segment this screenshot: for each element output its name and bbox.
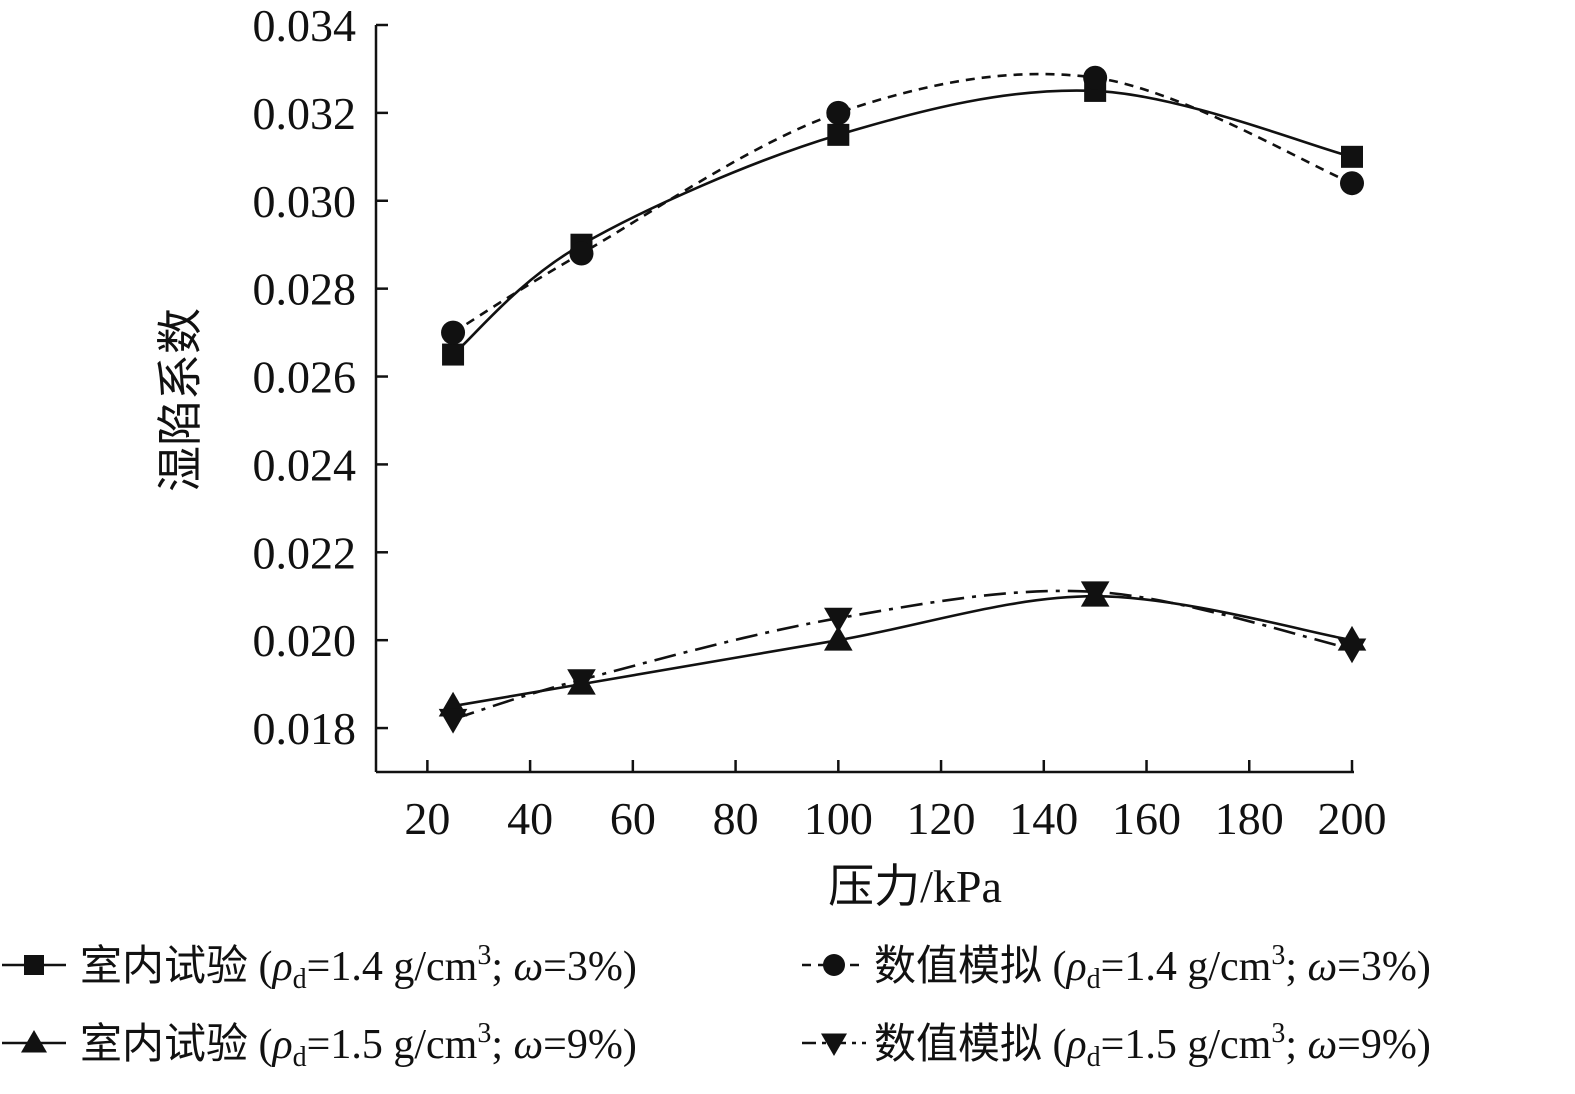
data-point-s3-3 bbox=[824, 625, 853, 651]
x-tick-label: 180 bbox=[1215, 793, 1284, 844]
x-tick-label: 140 bbox=[1009, 793, 1078, 844]
data-point-s2-3 bbox=[826, 100, 851, 125]
series-line-1 bbox=[452, 89, 1353, 356]
axes: 0.018 0.020 0.022 0.024 0.026 0.028 0.030 0.032… bbox=[253, 0, 1387, 844]
series-line-4 bbox=[452, 589, 1353, 721]
data-point-s2-2 bbox=[569, 241, 594, 266]
data-point-s2-5 bbox=[1340, 171, 1364, 196]
y-tick-label: 0.034 bbox=[253, 0, 357, 51]
legend-marker-3 bbox=[21, 1030, 47, 1053]
legend-label-4: 数值模拟 (ρd=1.5 g/cm3; ω=9%) bbox=[874, 1018, 1431, 1073]
data-point-s4-3 bbox=[824, 607, 853, 633]
data-point-s1-5 bbox=[1341, 145, 1363, 168]
y-tick-label: 0.032 bbox=[253, 88, 357, 139]
x-axis-title: 压力/kPa bbox=[828, 861, 1002, 912]
y-tick-label: 0.020 bbox=[253, 615, 357, 666]
y-tick-label: 0.024 bbox=[253, 439, 357, 490]
legend-marker-2 bbox=[823, 954, 845, 976]
x-tick-label: 120 bbox=[907, 793, 976, 844]
legend-label-1: 室内试验 (ρd=1.4 g/cm3; ω=3%) bbox=[80, 940, 637, 995]
x-tick-label: 160 bbox=[1112, 793, 1181, 844]
legend-marker-4 bbox=[821, 1033, 847, 1056]
data-point-s4-4 bbox=[1080, 581, 1110, 607]
plot-markers bbox=[438, 65, 1367, 734]
data-point-s4-1 bbox=[438, 708, 468, 734]
legend-label-2: 数值模拟 (ρd=1.4 g/cm3; ω=3%) bbox=[874, 940, 1431, 995]
y-tick-label: 0.030 bbox=[253, 176, 357, 227]
x-tick-label: 100 bbox=[804, 793, 873, 844]
legend-label-3: 室内试验 (ρd=1.5 g/cm3; ω=9%) bbox=[80, 1018, 637, 1073]
plot-lines bbox=[452, 72, 1353, 721]
x-tick-label: 40 bbox=[507, 793, 553, 844]
y-tick-label: 0.022 bbox=[253, 527, 357, 578]
y-tick-label: 0.018 bbox=[253, 703, 357, 754]
x-tick-label: 200 bbox=[1318, 793, 1387, 844]
legend: 室内试验 (ρd=1.4 g/cm3; ω=3%) 数值模拟 (ρd=1.4 g/… bbox=[2, 940, 1431, 1073]
series-line-2 bbox=[452, 72, 1353, 334]
data-point-s2-4 bbox=[1083, 65, 1108, 90]
data-point-s1-1 bbox=[442, 343, 465, 366]
data-point-s2-1 bbox=[441, 320, 466, 345]
x-tick-label: 80 bbox=[713, 793, 759, 844]
data-point-s4-2 bbox=[567, 669, 596, 695]
data-point-s1-3 bbox=[827, 123, 850, 146]
x-tick-label: 20 bbox=[404, 793, 450, 844]
y-tick-label: 0.028 bbox=[253, 264, 357, 315]
data-point-s4-5 bbox=[1337, 638, 1367, 664]
y-axis-title: 湿陷系数 bbox=[155, 308, 206, 492]
x-tick-label: 60 bbox=[610, 793, 656, 844]
y-tick-label: 0.026 bbox=[253, 352, 357, 403]
legend-marker-1 bbox=[24, 955, 44, 975]
